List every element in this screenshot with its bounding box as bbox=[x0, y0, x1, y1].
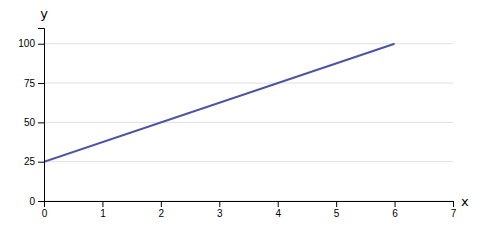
tick: 0 bbox=[29, 196, 44, 207]
tick: 100 bbox=[18, 38, 44, 49]
tick: 50 bbox=[24, 117, 44, 128]
tick-label: 75 bbox=[24, 78, 36, 89]
tick-mark bbox=[161, 201, 162, 207]
tick-mark bbox=[336, 201, 337, 207]
tick-label: 0 bbox=[29, 196, 35, 207]
tick-mark bbox=[453, 201, 454, 207]
tick-mark bbox=[395, 201, 396, 207]
tick-label: 5 bbox=[334, 208, 340, 219]
tick: 0 bbox=[42, 201, 48, 219]
tick: 7 bbox=[451, 201, 457, 219]
line bbox=[44, 44, 395, 162]
tick-mark bbox=[219, 201, 220, 207]
axis-line bbox=[45, 202, 454, 208]
grid-line bbox=[44, 161, 453, 162]
plot: 0 1 2 3 4 5 6 7 0 25 50 75 100 x y bbox=[18, 6, 469, 219]
tick-label: 3 bbox=[217, 208, 223, 219]
y-axis-label: y bbox=[40, 6, 48, 21]
tick-label: 0 bbox=[42, 208, 48, 219]
grid-line bbox=[44, 83, 453, 84]
tick: 5 bbox=[334, 201, 340, 219]
x-axis-label: x bbox=[461, 194, 469, 209]
tick-label: 6 bbox=[392, 208, 398, 219]
tick: 2 bbox=[159, 201, 165, 219]
tick-mark bbox=[38, 83, 44, 84]
tick-mark bbox=[38, 201, 44, 202]
tick-label: 1 bbox=[100, 208, 106, 219]
grid bbox=[44, 44, 453, 201]
x-axis: 0 1 2 3 4 5 6 7 bbox=[42, 201, 457, 219]
tick-mark bbox=[102, 201, 103, 207]
tick-label: 100 bbox=[18, 38, 35, 49]
tick: 6 bbox=[392, 201, 398, 219]
tick: 75 bbox=[24, 78, 44, 89]
tick-mark bbox=[278, 201, 279, 207]
marks bbox=[44, 44, 395, 162]
tick: 1 bbox=[100, 201, 106, 219]
tick-mark bbox=[38, 162, 44, 163]
grid-line bbox=[44, 122, 453, 123]
tick-label: 2 bbox=[159, 208, 165, 219]
chart: 0 1 2 3 4 5 6 7 0 25 50 75 100 x y bbox=[0, 0, 487, 229]
tick-label: 25 bbox=[24, 156, 36, 167]
y-axis: 0 25 50 75 100 bbox=[18, 29, 44, 207]
axis-line bbox=[38, 29, 45, 202]
tick-label: 4 bbox=[275, 208, 281, 219]
tick: 4 bbox=[275, 201, 281, 219]
tick-label: 50 bbox=[24, 117, 36, 128]
tick-mark bbox=[38, 122, 44, 123]
tick-mark bbox=[38, 44, 44, 45]
tick: 25 bbox=[24, 156, 44, 167]
tick-label: 7 bbox=[451, 208, 457, 219]
tick: 3 bbox=[217, 201, 223, 219]
